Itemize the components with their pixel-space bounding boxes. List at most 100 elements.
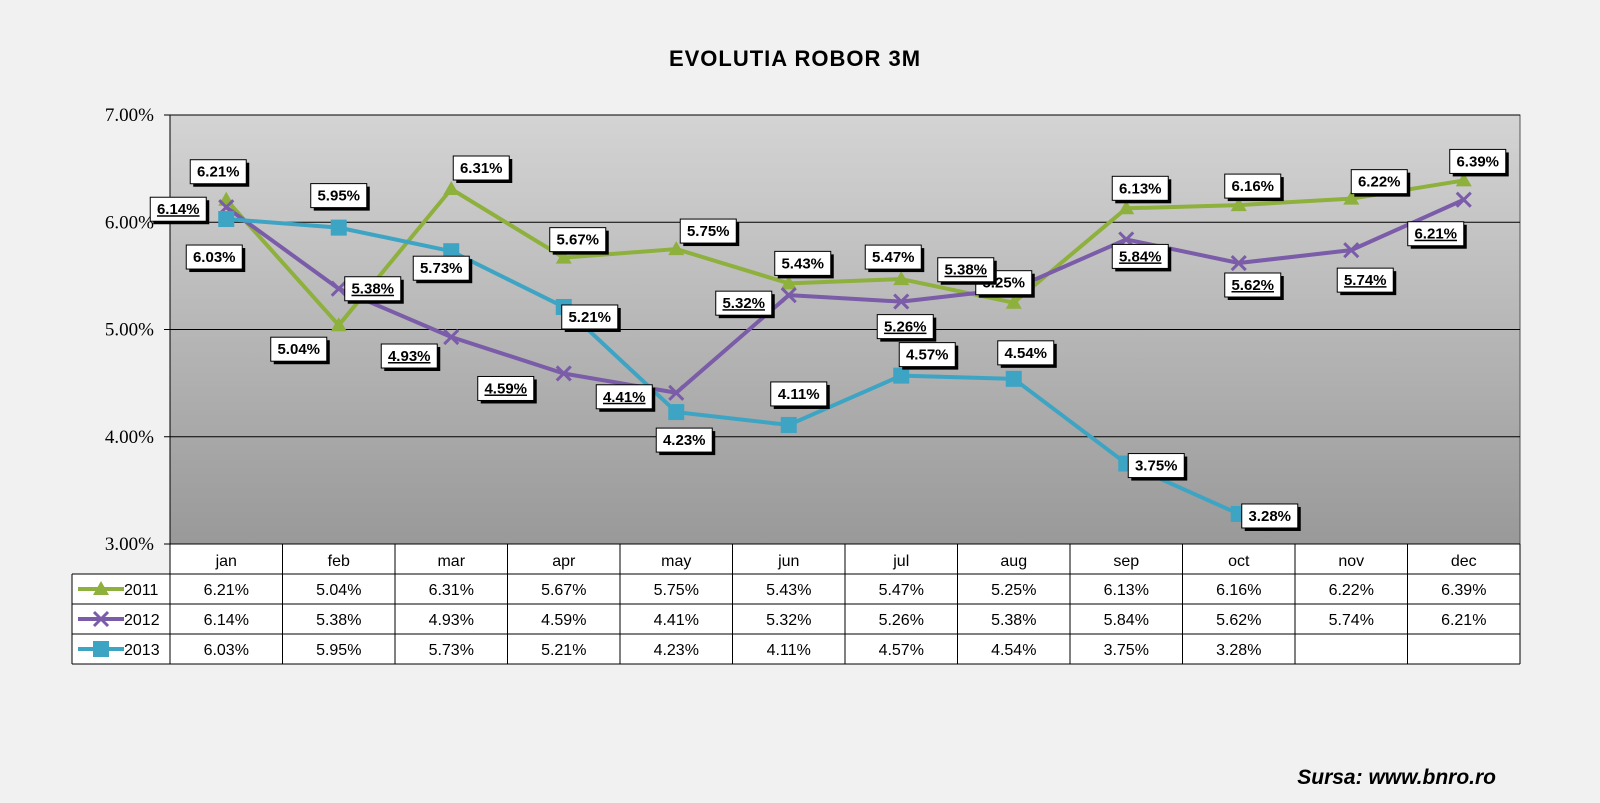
y-tick-label: 3.00% bbox=[105, 534, 154, 555]
data-point-2011 bbox=[443, 181, 460, 196]
data-point-2011 bbox=[555, 249, 572, 264]
data-label-2013: 3.28% bbox=[1241, 503, 1301, 531]
data-point-2011 bbox=[1118, 200, 1135, 215]
data-label-2012: 4.59% bbox=[477, 375, 537, 404]
table-cell: 3.28% bbox=[1216, 642, 1261, 659]
table-cell: 5.25% bbox=[991, 582, 1036, 599]
svg-text:4.23%: 4.23% bbox=[663, 432, 706, 449]
data-point-2012 bbox=[668, 384, 685, 401]
table-cell: 6.31% bbox=[429, 582, 474, 599]
svg-text:3.75%: 3.75% bbox=[1135, 458, 1178, 475]
x-tick-label: feb bbox=[328, 553, 350, 570]
table-cell: 6.16% bbox=[1216, 582, 1261, 599]
svg-text:4.41%: 4.41% bbox=[603, 389, 646, 406]
data-point-2011 bbox=[668, 241, 685, 256]
x-tick-label: jul bbox=[892, 553, 909, 570]
chart-title: EVOLUTIA ROBOR 3M bbox=[668, 46, 922, 71]
x-tick-label: dec bbox=[1451, 553, 1477, 570]
data-label-2012: 6.21% bbox=[1407, 221, 1467, 249]
svg-text:5.95%: 5.95% bbox=[317, 188, 360, 205]
table-cell: 5.84% bbox=[1104, 612, 1149, 629]
data-label-2011: 6.22% bbox=[1350, 169, 1411, 197]
table-cell: 5.38% bbox=[316, 612, 361, 629]
x-tick-label: aug bbox=[1000, 553, 1027, 570]
x-tick-label: may bbox=[661, 553, 691, 570]
table-cell: 6.14% bbox=[204, 612, 249, 629]
table-cell: 4.54% bbox=[991, 642, 1036, 659]
table-cell: 5.38% bbox=[991, 612, 1036, 629]
x-tick-label: oct bbox=[1228, 553, 1250, 570]
legend-marker-2013 bbox=[93, 641, 109, 657]
data-label-2011: 5.04% bbox=[270, 336, 330, 365]
svg-text:6.16%: 6.16% bbox=[1231, 178, 1274, 195]
y-tick-label: 5.00% bbox=[105, 320, 154, 341]
x-tick-label: nov bbox=[1338, 553, 1364, 570]
legend-marker-2011 bbox=[93, 581, 109, 595]
svg-text:5.38%: 5.38% bbox=[944, 262, 987, 279]
legend-label-2013: 2013 bbox=[124, 642, 160, 659]
y-tick-label: 6.00% bbox=[105, 212, 154, 233]
data-label-2011: 5.43% bbox=[774, 250, 834, 279]
table-cell: 4.41% bbox=[654, 612, 699, 629]
svg-text:5.43%: 5.43% bbox=[781, 255, 824, 272]
data-label-2012: 5.62% bbox=[1224, 272, 1284, 301]
data-point-2013 bbox=[443, 243, 460, 260]
data-point-2011 bbox=[780, 275, 797, 290]
source-note: Sursa: www.bnro.ro bbox=[1297, 766, 1496, 789]
data-label-2012: 5.74% bbox=[1336, 267, 1397, 296]
svg-text:5.04%: 5.04% bbox=[277, 341, 320, 358]
table-cell: 5.74% bbox=[1329, 612, 1374, 629]
data-point-2011 bbox=[1455, 172, 1472, 187]
svg-text:4.57%: 4.57% bbox=[906, 347, 949, 364]
table-cell: 4.93% bbox=[429, 612, 474, 629]
svg-text:6.21%: 6.21% bbox=[1414, 226, 1457, 243]
series-line-2011 bbox=[224, 178, 1465, 328]
data-label-2013: 5.95% bbox=[310, 183, 370, 211]
table-cell: 6.21% bbox=[1441, 612, 1486, 629]
data-point-2011 bbox=[893, 271, 910, 286]
data-label-2012: 5.32% bbox=[715, 290, 775, 319]
data-label-2011: 6.39% bbox=[1449, 148, 1509, 177]
data-point-2011 bbox=[1343, 190, 1360, 205]
svg-text:6.13%: 6.13% bbox=[1119, 180, 1162, 197]
svg-text:5.74%: 5.74% bbox=[1344, 272, 1387, 289]
data-label-2011: 6.16% bbox=[1224, 173, 1284, 202]
data-label-2012: 5.26% bbox=[876, 314, 937, 342]
table-cell: 6.22% bbox=[1329, 582, 1374, 599]
data-point-2013 bbox=[893, 367, 910, 384]
legend-label-2011: 2011 bbox=[124, 582, 159, 599]
svg-text:5.62%: 5.62% bbox=[1231, 277, 1274, 294]
svg-text:5.21%: 5.21% bbox=[568, 309, 611, 326]
svg-text:6.31%: 6.31% bbox=[460, 160, 503, 177]
x-tick-label: jun bbox=[777, 553, 799, 570]
data-point-2013 bbox=[668, 404, 685, 421]
y-tick-label: 4.00% bbox=[105, 427, 154, 448]
data-point-2013 bbox=[218, 211, 235, 228]
table-cell: 5.32% bbox=[766, 612, 811, 629]
data-label-2013: 4.11% bbox=[770, 381, 830, 409]
svg-text:5.75%: 5.75% bbox=[687, 223, 730, 240]
table-cell: 6.03% bbox=[204, 642, 249, 659]
table-cell: 5.04% bbox=[316, 582, 361, 599]
data-label-2013: 5.73% bbox=[412, 255, 473, 284]
table-cell: 5.75% bbox=[654, 582, 699, 599]
table-cell: 4.23% bbox=[654, 642, 699, 659]
svg-text:4.59%: 4.59% bbox=[484, 380, 527, 397]
data-point-2011 bbox=[1230, 197, 1247, 212]
data-label-2011: 5.75% bbox=[679, 218, 740, 247]
table-cell: 5.95% bbox=[316, 642, 361, 659]
data-point-2012 bbox=[1343, 242, 1360, 259]
table-cell: 6.39% bbox=[1441, 582, 1486, 599]
data-label-2011: 6.21% bbox=[189, 159, 250, 187]
table-cell: 4.59% bbox=[541, 612, 586, 629]
series-line-2013 bbox=[226, 217, 1240, 516]
svg-text:6.14%: 6.14% bbox=[157, 201, 200, 218]
data-point-2012 bbox=[893, 293, 910, 310]
table-cell: 5.67% bbox=[541, 582, 586, 599]
svg-text:6.21%: 6.21% bbox=[197, 164, 240, 181]
data-label-2013: 3.75% bbox=[1127, 453, 1188, 481]
data-point-2012 bbox=[555, 365, 572, 382]
table-cell: 3.75% bbox=[1104, 642, 1149, 659]
table-cell: 4.57% bbox=[879, 642, 924, 659]
